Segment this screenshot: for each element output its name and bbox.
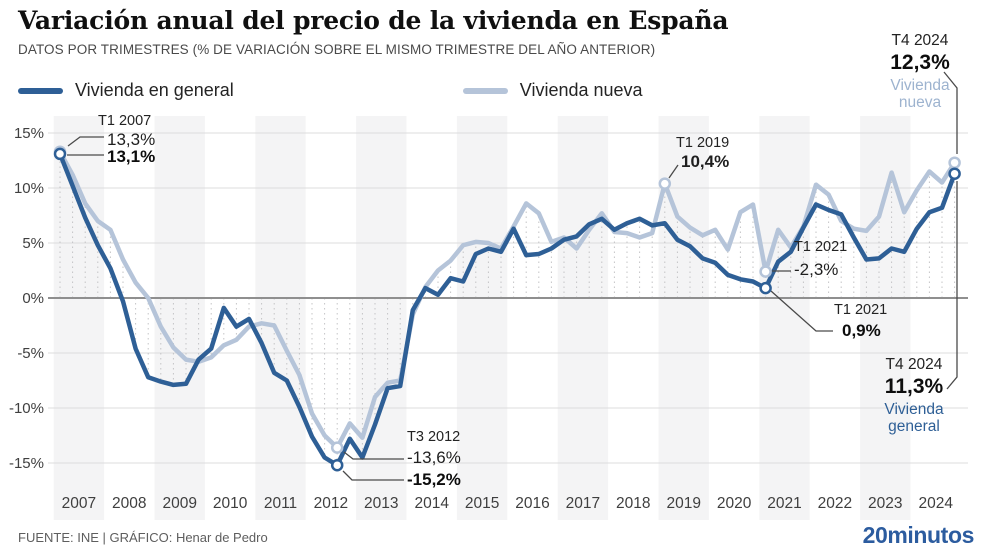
annotation-t4-2024-general-period: T4 2024	[885, 356, 943, 373]
x-year-label: 2021	[767, 495, 801, 512]
legend: Vivienda en general Vivienda nueva	[18, 80, 643, 101]
source-credit: FUENTE: INE | GRÁFICO: Henar de Pedro	[18, 530, 268, 545]
x-year-label: 2020	[717, 495, 752, 512]
legend-label-general: Vivienda en general	[75, 80, 234, 100]
leader-line	[943, 71, 958, 154]
x-year-label: 2007	[62, 495, 96, 512]
year-band	[860, 116, 911, 520]
data-marker-nueva	[330, 441, 344, 454]
data-marker-general	[948, 167, 961, 180]
annotation-t1-2019-period: T1 2019	[676, 135, 730, 151]
year-band	[154, 116, 205, 520]
year-band	[658, 116, 709, 520]
annotation-t1-2021-general-value: 0,9%	[842, 321, 881, 340]
legend-swatch-nueva	[462, 87, 508, 94]
x-year-label: 2012	[314, 495, 348, 512]
annotation-t3-2012-period: T3 2012	[407, 429, 461, 445]
x-year-label: 2015	[465, 495, 499, 512]
y-tick-label: 10%	[14, 180, 44, 197]
leader-line	[668, 164, 679, 179]
legend-swatch-general	[18, 87, 63, 94]
leader-line	[946, 181, 958, 390]
x-year-label: 2009	[162, 495, 196, 512]
x-year-label: 2010	[213, 495, 248, 512]
data-marker-general	[330, 458, 344, 472]
x-year-label: 2013	[364, 495, 398, 512]
x-year-label: 2011	[264, 495, 297, 512]
data-marker-general	[759, 281, 772, 295]
x-year-label: 2014	[414, 495, 449, 512]
legend-item-nueva: Vivienda nueva	[462, 80, 643, 101]
year-band	[456, 116, 508, 520]
annotation-t1-2007-period: T1 2007	[98, 113, 152, 129]
annotation-t4-2024-general-value: 11,3%	[884, 374, 944, 398]
leader-line	[342, 470, 404, 481]
x-year-label: 2022	[818, 495, 852, 512]
y-tick-label: 5%	[22, 235, 44, 252]
annotation-t1-2021-nueva-value: -2,3%	[794, 260, 839, 279]
x-year-label: 2017	[566, 495, 600, 512]
chart-title: Variación anual del precio de la viviend…	[18, 6, 729, 35]
y-tick-label: 0%	[22, 290, 44, 307]
annotation-t1-2021-nueva-period: T1 2021	[794, 239, 848, 255]
annotation-t1-2021-general-period: T1 2021	[834, 302, 888, 318]
leader-line	[67, 136, 104, 147]
x-year-label: 2024	[918, 495, 953, 512]
annotation-t1-2007-general-value: 13,1%	[107, 147, 156, 166]
x-year-label: 2019	[666, 495, 700, 512]
annotation-t4-2024-nueva-series-label: Vivienda nueva	[890, 76, 950, 112]
annotation-t1-2019-value: 10,4%	[681, 152, 730, 171]
legend-label-nueva: Vivienda nueva	[519, 80, 643, 100]
data-marker-nueva	[658, 177, 672, 190]
data-marker-nueva	[948, 156, 961, 169]
annotation-t3-2012-general-value: -15,2%	[407, 470, 461, 489]
y-tick-label: -10%	[9, 400, 44, 417]
series-line-general	[57, 151, 957, 468]
y-tick-label: -5%	[17, 345, 44, 362]
annotation-t4-2024-nueva-period: T4 2024	[891, 32, 949, 49]
data-marker-nueva	[759, 265, 772, 278]
annotation-t4-2024-nueva: T4 2024 12,3% Vivienda nueva	[872, 32, 968, 112]
year-band	[255, 116, 306, 520]
data-marker-general	[53, 147, 67, 161]
logo-20minutos: 20minutos	[862, 522, 975, 548]
annotation-t3-2012-nueva-value: -13,6%	[407, 448, 461, 467]
x-year-label: 2023	[868, 495, 902, 512]
annotation-t1-2007-nueva-value: 13,3%	[107, 130, 156, 149]
annotation-t4-2024-nueva-value: 12,3%	[890, 50, 950, 74]
year-band	[53, 116, 105, 520]
leader-line	[770, 290, 833, 332]
legend-item-general: Vivienda en general	[18, 80, 234, 101]
chart-subtitle: DATOS POR TRIMESTRES (% DE VARIACIÓN SOB…	[18, 42, 656, 57]
year-band	[557, 116, 609, 520]
x-year-label: 2016	[515, 495, 549, 512]
annotation-t4-2024-general-series-label: Vivienda general	[884, 400, 944, 436]
y-tick-label: -15%	[9, 455, 44, 472]
leader-line	[343, 451, 404, 460]
x-year-label: 2018	[616, 495, 650, 512]
x-year-label: 2008	[112, 495, 146, 512]
annotation-t4-2024-general: T4 2024 11,3% Vivienda general	[866, 356, 962, 436]
y-tick-label: 15%	[14, 125, 44, 142]
